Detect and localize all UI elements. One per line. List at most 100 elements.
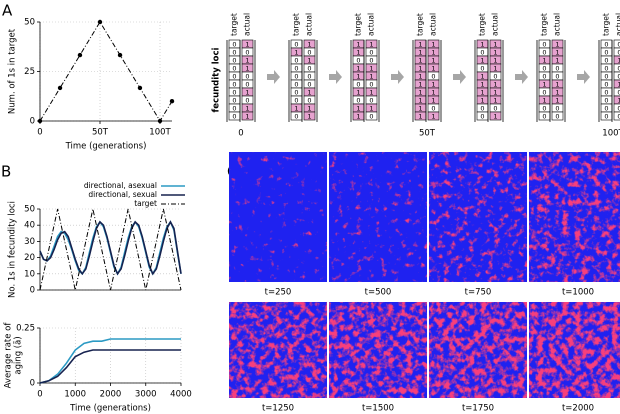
point — [117, 52, 123, 58]
locus-value: 1 — [480, 40, 484, 48]
locus-value: 0 — [356, 96, 360, 104]
series-line — [39, 349, 181, 384]
column-header: target — [292, 13, 301, 36]
locus-value: 0 — [232, 112, 236, 120]
locus-value: 0 — [617, 64, 620, 72]
locus-value: 0 — [480, 104, 484, 112]
locus-value: 0 — [294, 40, 298, 48]
locus-value: 1 — [480, 88, 484, 96]
locus-value: 0 — [369, 80, 373, 88]
locus-cell — [427, 111, 440, 121]
point — [37, 118, 43, 124]
locus-value: 0 — [555, 64, 559, 72]
locus-value: 0 — [555, 112, 559, 120]
locus-value: 0 — [604, 80, 608, 88]
locus-value: 1 — [431, 48, 435, 56]
locus-value: 1 — [493, 96, 497, 104]
locus-value: 1 — [307, 104, 311, 112]
locus-value: 1 — [418, 104, 422, 112]
locus-value: 0 — [232, 104, 236, 112]
snapshot-noise — [429, 302, 527, 398]
x-tick-label: 3000 — [135, 390, 157, 400]
y-tick-label: 50 — [24, 18, 35, 28]
locus-value: 0 — [232, 40, 236, 48]
locus-value: 0 — [493, 104, 497, 112]
snapshot-label: t=1000 — [562, 288, 594, 298]
locus-value: 1 — [356, 112, 360, 120]
series-line — [39, 338, 181, 384]
locus-value: 0 — [294, 112, 298, 120]
locus-value: 0 — [542, 104, 546, 112]
locus-value: 1 — [369, 88, 373, 96]
legend-label: target — [134, 199, 157, 208]
locus-value: 0 — [307, 64, 311, 72]
point — [169, 99, 175, 104]
locus-value: 0 — [604, 104, 608, 112]
locus-value: 0 — [604, 64, 608, 72]
locus-value: 1 — [431, 112, 435, 120]
locus-value: 1 — [493, 48, 497, 56]
x-axis-label: Time (generations) — [65, 142, 147, 152]
locus-value: 1 — [356, 40, 360, 48]
column-header: actual — [429, 13, 438, 36]
locus-value: 1 — [431, 56, 435, 64]
locus-value: 0 — [542, 48, 546, 56]
y-tick-label: 20 — [24, 253, 35, 263]
arrow — [391, 70, 404, 84]
locus-value: 0 — [617, 72, 620, 80]
locus-value: 0 — [245, 80, 249, 88]
locus-value: 0 — [604, 48, 608, 56]
column-header: target — [540, 13, 549, 36]
column-header: target — [354, 13, 363, 36]
locus-value: 0 — [480, 48, 484, 56]
locus-value: 1 — [245, 64, 249, 72]
locus-value: 1 — [418, 48, 422, 56]
arrow — [515, 70, 528, 84]
column-header: actual — [615, 13, 620, 36]
locus-value: 1 — [356, 88, 360, 96]
locus-value: 1 — [480, 56, 484, 64]
locus-value: 1 — [480, 96, 484, 104]
point — [157, 118, 163, 124]
locus-value: 0 — [604, 88, 608, 96]
locus-value: 0 — [294, 88, 298, 96]
locus-cell — [489, 111, 502, 121]
locus-value: 0 — [307, 72, 311, 80]
locus-value: 1 — [294, 48, 298, 56]
arrow — [453, 70, 466, 84]
point — [137, 85, 143, 91]
locus-value: 1 — [418, 96, 422, 104]
locus-value: 1 — [294, 104, 298, 112]
locus-value: 0 — [604, 96, 608, 104]
locus-cell — [365, 111, 378, 121]
x-tick-label: 1000 — [64, 390, 86, 400]
locus-value: 0 — [493, 72, 497, 80]
snapshot-label: t=750 — [465, 288, 492, 298]
column-header: actual — [305, 13, 314, 36]
locus-value: 1 — [555, 80, 559, 88]
locus-value: 0 — [294, 96, 298, 104]
locus-value: 0 — [555, 72, 559, 80]
series-line — [39, 208, 182, 291]
locus-cell — [241, 111, 254, 121]
panel-label: B — [1, 163, 11, 181]
locus-value: 1 — [418, 80, 422, 88]
locus-value: 1 — [617, 96, 620, 104]
locus-value: 1 — [418, 56, 422, 64]
locus-value: 1 — [245, 40, 249, 48]
locus-value: 1 — [431, 96, 435, 104]
arrow — [267, 70, 280, 84]
y-axis-label: Average rate of — [4, 322, 14, 389]
locus-value: 0 — [431, 72, 435, 80]
y-tick-label: 0 — [30, 379, 35, 389]
locus-value: 0 — [617, 88, 620, 96]
snapshot-label: t=1500 — [362, 404, 394, 414]
point — [97, 19, 103, 25]
locus-value: 0 — [356, 56, 360, 64]
x-tick-label: 0 — [37, 390, 42, 400]
locus-value: 1 — [369, 40, 373, 48]
snapshot-label: t=250 — [265, 288, 292, 298]
locus-value: 1 — [307, 88, 311, 96]
snapshot-label: t=500 — [365, 288, 392, 298]
